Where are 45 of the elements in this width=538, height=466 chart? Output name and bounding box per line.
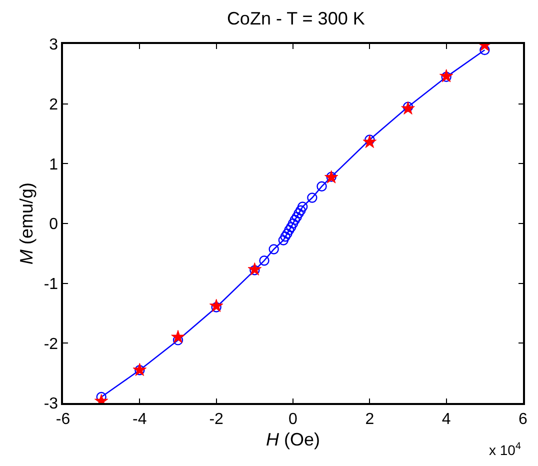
x-tick-label: 0 <box>288 410 298 428</box>
point <box>307 192 318 203</box>
point <box>364 134 375 145</box>
x-tick-label: 4 <box>442 410 451 428</box>
x-tick-label: -6 <box>56 410 70 428</box>
point <box>286 222 296 232</box>
point <box>441 72 452 82</box>
point <box>268 244 279 254</box>
point <box>250 265 260 276</box>
chart-title: CoZn - T = 300 K <box>226 8 365 28</box>
point <box>280 232 290 242</box>
point <box>480 44 490 56</box>
y-tick-label: 3 <box>49 36 58 54</box>
point <box>211 302 222 312</box>
point <box>292 212 302 222</box>
point <box>316 181 327 192</box>
point <box>278 235 289 246</box>
y-tick-label: -2 <box>44 336 58 353</box>
y-tick-label: -3 <box>44 396 58 413</box>
x-tick-label: 6 <box>518 410 528 428</box>
point <box>288 218 298 229</box>
point <box>248 262 262 276</box>
x-tick-label: -4 <box>132 410 147 428</box>
point <box>439 69 454 82</box>
y-tick-label: -1 <box>44 276 58 293</box>
x-tick-label: 2 <box>365 410 374 428</box>
text: x 10$^{4}$ <box>489 441 522 458</box>
y-tick-label: 2 <box>49 96 58 114</box>
y-tick-label: 1 <box>49 156 58 174</box>
point <box>297 202 308 212</box>
point <box>209 298 224 312</box>
y-axis-title: M (emu/g) <box>16 182 37 265</box>
point <box>401 101 415 115</box>
point <box>290 214 300 226</box>
point <box>362 134 377 148</box>
point <box>402 102 414 112</box>
y-tick-label: 0 <box>49 216 58 234</box>
point <box>294 208 304 218</box>
point <box>171 330 185 344</box>
x-axis-title: H (Oe) <box>266 430 320 450</box>
point <box>259 256 270 266</box>
x-tick-label: -2 <box>209 410 224 428</box>
point <box>282 228 292 239</box>
point <box>296 205 306 216</box>
point <box>284 224 294 236</box>
